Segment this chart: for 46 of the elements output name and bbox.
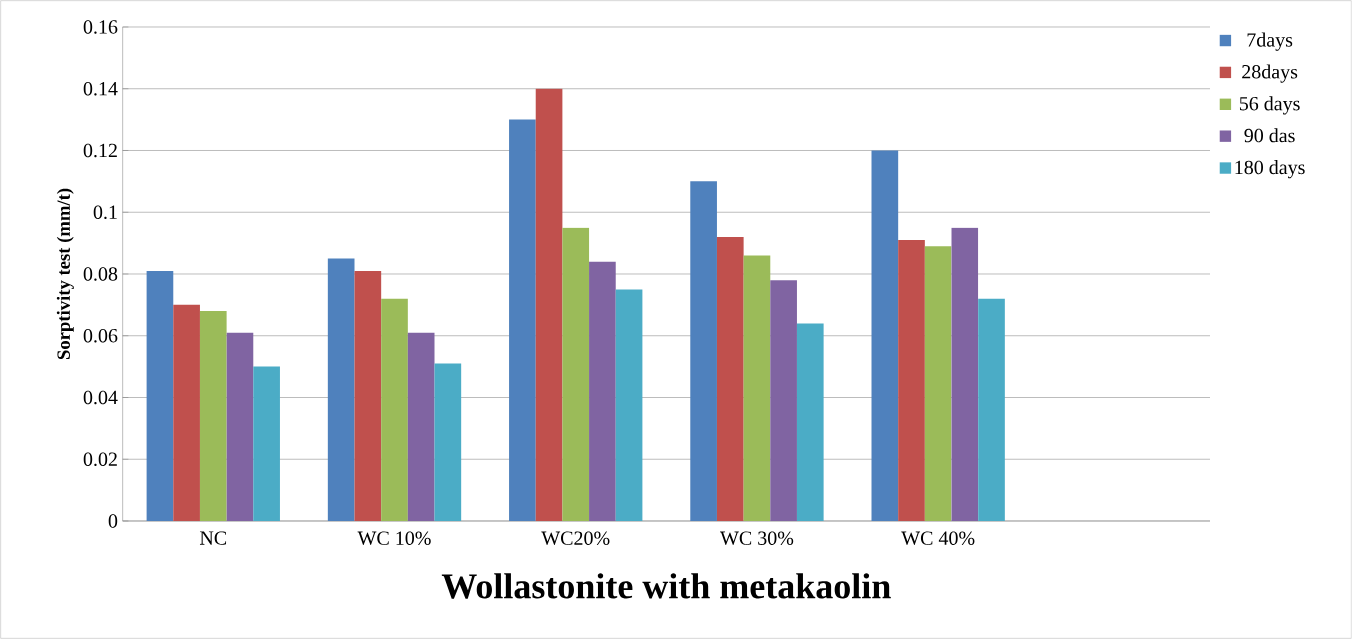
x-tick-label: WC 40%	[901, 531, 975, 545]
bar	[615, 289, 643, 521]
bar	[770, 280, 797, 521]
y-tick-label: 0.02	[83, 452, 117, 467]
y-tick-label: 0.12	[83, 143, 117, 158]
y-tick-label: 0.06	[83, 328, 118, 343]
bar	[796, 323, 824, 521]
bar	[589, 261, 616, 521]
legend-label: 56 days	[1239, 96, 1300, 115]
x-axis-title: Wollastonite with metakaolin	[441, 573, 891, 599]
x-tick-label: WC20%	[541, 531, 610, 545]
bar	[327, 258, 355, 521]
bar	[535, 88, 563, 521]
y-tick-label: 0	[108, 514, 118, 528]
x-tick-label: WC 10%	[357, 531, 431, 545]
x-tick-label: WC 30%	[720, 531, 794, 545]
x-tick-label: NC	[199, 531, 227, 545]
bar	[690, 181, 717, 521]
y-tick-label: 0.04	[83, 390, 118, 405]
bar	[951, 227, 979, 521]
bar	[199, 311, 227, 521]
legend-label: 90 das	[1244, 128, 1295, 143]
bar	[898, 240, 925, 521]
bar	[381, 298, 408, 521]
y-tick-label: 0.16	[83, 20, 118, 34]
y-axis-title: Sorptivity test (mm/t)	[56, 188, 74, 360]
bar	[509, 119, 536, 521]
y-tick-label: 0.08	[83, 267, 118, 281]
bar	[924, 246, 952, 521]
bar	[871, 150, 899, 521]
bar	[354, 270, 382, 521]
legend-label: 180 days	[1235, 160, 1305, 179]
bar	[743, 255, 771, 521]
bar	[562, 227, 590, 521]
bar	[253, 366, 280, 521]
legend-label: 28days	[1242, 64, 1298, 83]
legend-label: 7days	[1247, 32, 1293, 51]
bar	[173, 304, 200, 521]
y-tick-label: 0.14	[83, 81, 118, 96]
y-tick-label: 0.1	[93, 205, 117, 220]
bar	[146, 270, 174, 521]
bar	[978, 298, 1005, 521]
bar	[434, 363, 462, 521]
bar	[716, 236, 744, 521]
bar	[226, 332, 254, 521]
bar	[407, 332, 435, 521]
